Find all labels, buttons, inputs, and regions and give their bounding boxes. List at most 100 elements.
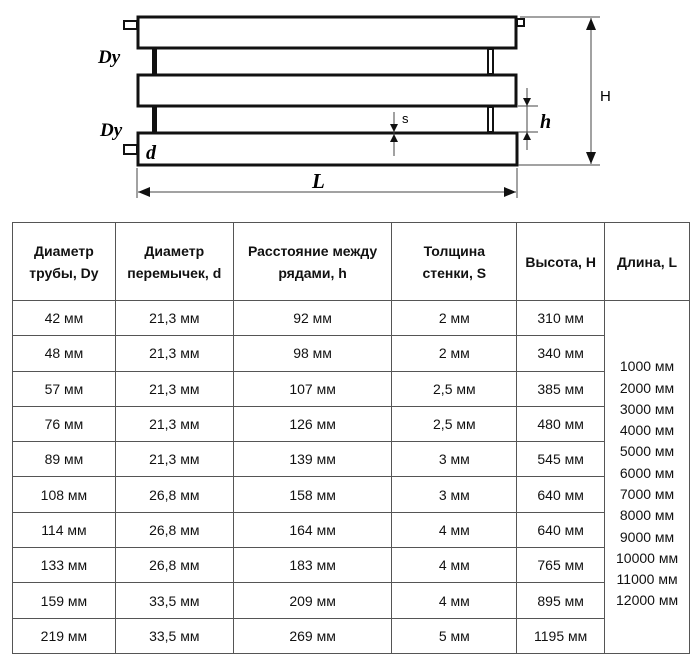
table-row: 133 мм 26,8 мм 183 мм 4 мм 765 мм xyxy=(12,547,690,584)
table-cell: 139 мм xyxy=(232,441,393,478)
table-cell: 92 мм xyxy=(232,299,393,337)
table-cell: 5 мм xyxy=(391,617,518,654)
table-cell: 21,3 мм xyxy=(114,335,234,372)
table-cell: 159 мм xyxy=(12,582,116,619)
table-cell: 89 мм xyxy=(12,441,116,478)
column-header: Диаметр перемычек, d xyxy=(114,222,234,301)
table-cell: 2 мм xyxy=(391,335,518,372)
length-option: 9000 мм xyxy=(619,528,675,545)
table-cell: 26,8 мм xyxy=(114,476,234,513)
inlet-stub-top xyxy=(123,20,138,30)
table-cell: 545 мм xyxy=(516,441,606,478)
label-L: L xyxy=(311,169,325,193)
length-option: 5000 мм xyxy=(619,443,675,460)
table-cell: 114 мм xyxy=(12,511,116,549)
table-cell: 640 мм xyxy=(516,476,606,513)
column-header-text: Диаметр xyxy=(34,242,94,259)
column-header-text: Расстояние между xyxy=(247,242,378,259)
table-cell: 21,3 мм xyxy=(114,370,234,407)
table-cell: 2,5 мм xyxy=(391,405,518,443)
column-header-text: Толщина xyxy=(423,242,486,259)
length-options-cell: 1000 мм 2000 мм 3000 мм 4000 мм 5000 мм 6000 … xyxy=(604,300,690,654)
jumper-right-top xyxy=(487,48,494,75)
table-cell: 33,5 мм xyxy=(114,582,234,619)
table-header-row: Диаметр трубы, Dy Диаметр перемычек, d Расст… xyxy=(12,222,690,301)
table-cell: 3 мм xyxy=(391,476,518,513)
table-cell: 26,8 мм xyxy=(114,511,234,549)
table-row: 57 мм 21,3 мм 107 мм 2,5 мм 385 мм xyxy=(12,370,690,407)
column-header-text: трубы, Dy xyxy=(29,264,99,281)
table-cell: 895 мм xyxy=(516,582,606,619)
label-dy-bottom: Dy xyxy=(99,120,123,141)
table-cell: 209 мм xyxy=(232,582,393,619)
jumper-right-bottom xyxy=(487,106,494,133)
table-cell: 108 мм xyxy=(12,476,116,513)
column-header: Длина, L xyxy=(604,222,690,301)
table-row: 219 мм 33,5 мм 269 мм 5 мм 1195 мм xyxy=(12,617,690,654)
table-cell: 385 мм xyxy=(516,370,606,407)
table-cell: 21,3 мм xyxy=(114,441,234,478)
middle-pipe xyxy=(136,73,518,108)
table-row: 48 мм 21,3 мм 98 мм 2 мм 340 мм xyxy=(12,335,690,372)
length-option: 7000 мм xyxy=(619,485,675,502)
table-row: 114 мм 26,8 мм 164 мм 4 мм 640 мм xyxy=(12,511,690,549)
table-cell: 126 мм xyxy=(232,405,393,443)
table-cell: 219 мм xyxy=(12,617,116,654)
column-header: Толщина стенки, S xyxy=(391,222,518,301)
table-cell: 26,8 мм xyxy=(114,547,234,584)
table-cell: 1195 мм xyxy=(516,617,606,654)
column-header: Высота, H xyxy=(516,222,606,301)
column-header: Диаметр трубы, Dy xyxy=(12,222,116,301)
bottom-pipe xyxy=(136,131,519,167)
table-cell: 133 мм xyxy=(12,547,116,584)
table-cell: 183 мм xyxy=(232,547,393,584)
inlet-stub-bottom xyxy=(123,144,138,155)
table-row: 76 мм 21,3 мм 126 мм 2,5 мм 480 мм xyxy=(12,405,690,443)
dimensions-table: Диаметр трубы, Dy Диаметр перемычек, d Расст… xyxy=(12,222,690,654)
label-s: s xyxy=(402,111,409,126)
length-option: 11000 мм xyxy=(616,571,678,588)
table-cell: 3 мм xyxy=(391,441,518,478)
radiator-diagram: Dy Dy d s h H L xyxy=(97,15,611,198)
table-cell: 4 мм xyxy=(391,547,518,584)
table-cell: 765 мм xyxy=(516,547,606,584)
table-cell: 158 мм xyxy=(232,476,393,513)
table-cell: 57 мм xyxy=(12,370,116,407)
table-cell: 4 мм xyxy=(391,582,518,619)
table-cell: 21,3 мм xyxy=(114,299,234,337)
table-cell: 2 мм xyxy=(391,299,518,337)
length-option: 2000 мм xyxy=(619,379,675,396)
outlet-stub-right xyxy=(516,18,525,27)
table-row: 159 мм 33,5 мм 209 мм 4 мм 895 мм xyxy=(12,582,690,619)
label-dy-top: Dy xyxy=(97,47,121,68)
table-cell: 4 мм xyxy=(391,511,518,549)
table-cell: 107 мм xyxy=(232,370,393,407)
length-option: 8000 мм xyxy=(619,507,675,524)
table-row: 42 мм 21,3 мм 92 мм 2 мм 310 мм 1000 мм 2000 м… xyxy=(12,299,690,654)
column-header-text: стенки, S xyxy=(422,264,487,281)
label-H: H xyxy=(600,88,611,105)
table-cell: 48 мм xyxy=(12,335,116,372)
table-cell: 2,5 мм xyxy=(391,370,518,407)
length-option: 12000 мм xyxy=(616,592,679,609)
table-cell: 76 мм xyxy=(12,405,116,443)
table-cell: 480 мм xyxy=(516,405,606,443)
column-header-text: Диаметр xyxy=(144,242,205,259)
jumper-left-bottom xyxy=(152,107,157,132)
length-option: 6000 мм xyxy=(619,464,675,481)
table-row: 108 мм 26,8 мм 158 мм 3 мм 640 мм xyxy=(12,476,690,513)
jumper-left-top xyxy=(152,49,157,74)
column-header-text: Высота, H xyxy=(525,253,596,270)
column-header-text: Длина, L xyxy=(617,253,678,270)
table-cell: 42 мм xyxy=(12,299,116,337)
table-cell: 21,3 мм xyxy=(114,405,234,443)
length-option: 4000 мм xyxy=(619,422,675,439)
column-header-text: рядами, h xyxy=(278,264,347,281)
table-cell: 98 мм xyxy=(232,335,393,372)
top-pipe xyxy=(136,15,518,50)
column-header: Расстояние между рядами, h xyxy=(232,222,393,301)
table-cell: 269 мм xyxy=(232,617,393,654)
label-d: d xyxy=(146,142,157,164)
table-cell: 340 мм xyxy=(516,335,606,372)
label-h: h xyxy=(540,111,551,133)
